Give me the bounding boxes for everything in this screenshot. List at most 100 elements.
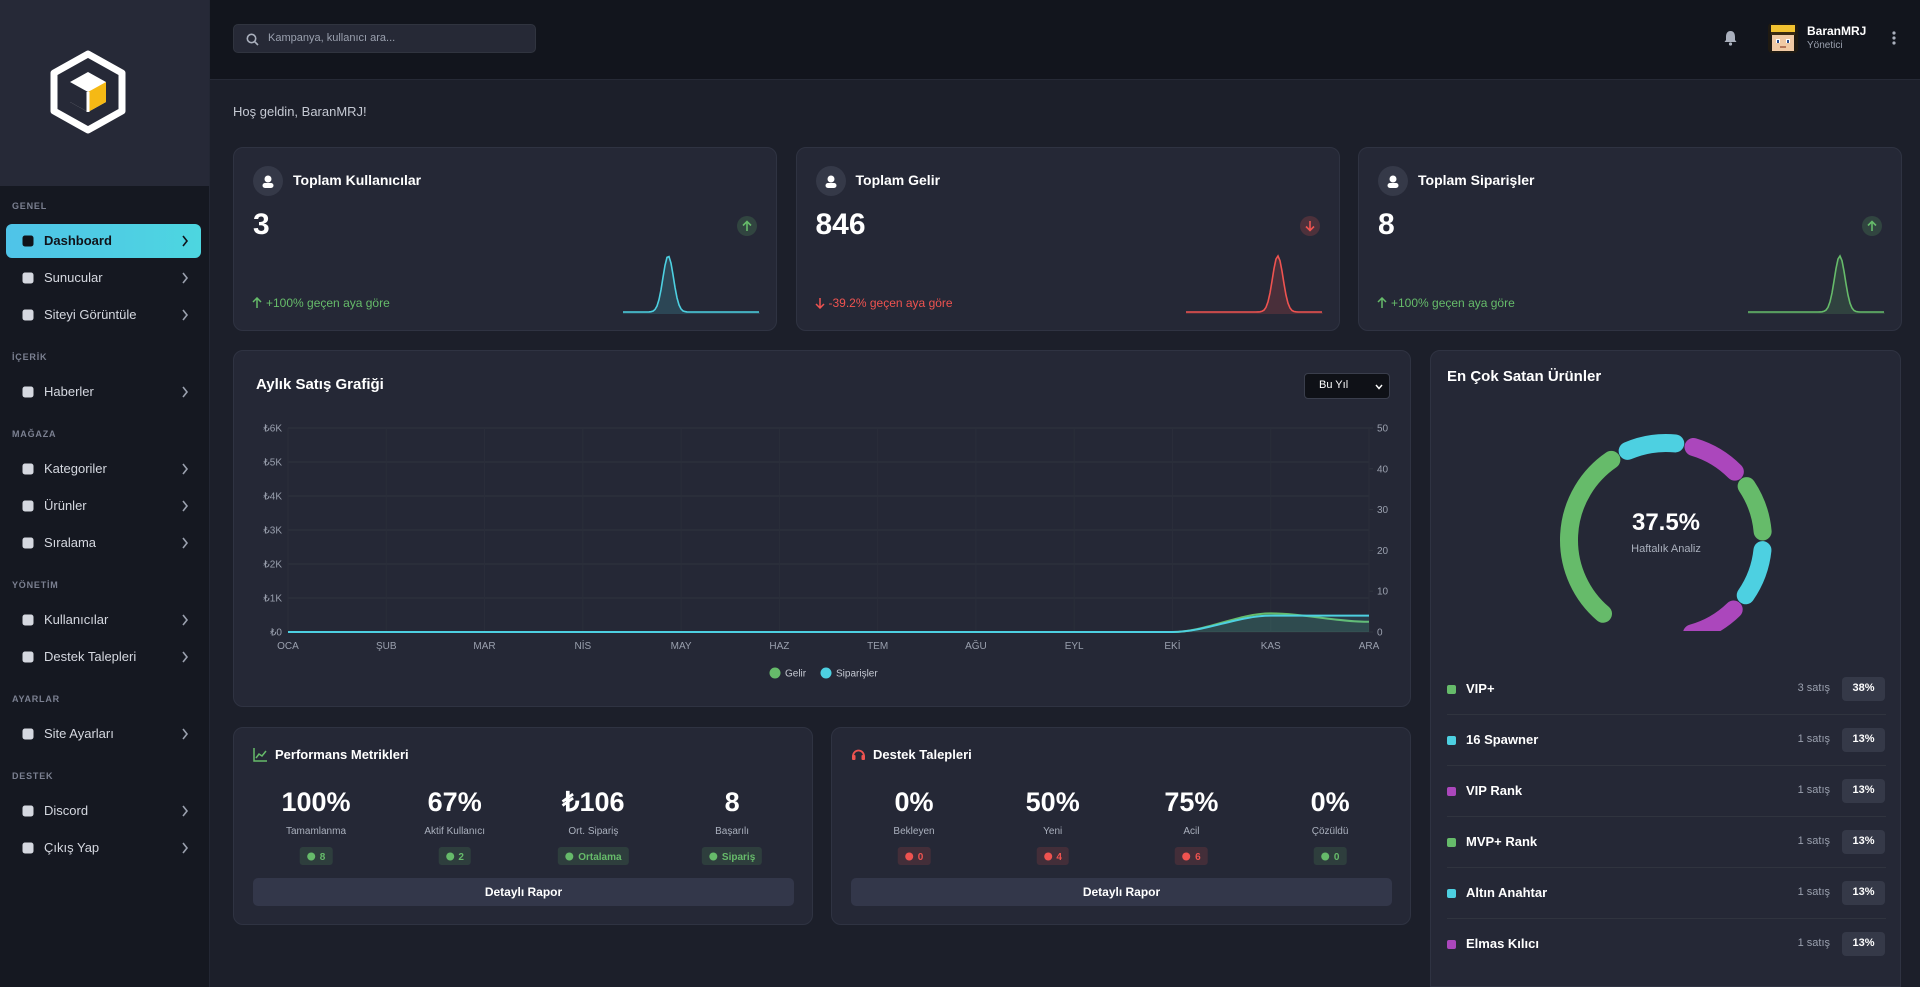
sparkline-area — [623, 256, 760, 314]
badge-icon — [1321, 852, 1330, 860]
badge-icon — [1182, 852, 1191, 860]
nav-label: Siteyi Görüntüle — [44, 306, 137, 322]
nav-item[interactable]: Ürünler — [6, 489, 201, 523]
nav-item[interactable]: Dashboard — [6, 224, 201, 258]
menu-icon[interactable] — [1891, 30, 1897, 46]
metric-value: 0% — [1310, 787, 1350, 818]
metric-badge: 0 — [897, 847, 931, 865]
chevron — [182, 537, 189, 549]
nav-item[interactable]: Haberler — [6, 375, 201, 409]
metric-label: Yeni — [1043, 826, 1063, 837]
card-icon — [852, 749, 865, 760]
chevron — [182, 235, 189, 247]
line-chart: ₺0 ₺1K ₺2K ₺3K ₺4K ₺5K ₺6K 0 10 20 30 40 50 OCA ŞUB MAR… — [263, 424, 1388, 680]
icon-shape — [22, 463, 34, 475]
x-tick-label: EKİ — [1164, 639, 1180, 652]
performance-card: Performans Metrikleri 100% Tamamlanma 8 67% A… — [233, 727, 813, 925]
series-area — [288, 615, 1369, 632]
bell-icon[interactable] — [1723, 30, 1738, 46]
badge-icon — [565, 852, 574, 860]
sparkline-area — [1748, 256, 1885, 314]
search-box[interactable]: Kampanya, kullanıcı ara... — [233, 24, 536, 53]
nav-item[interactable]: Siteyi Görüntüle — [6, 298, 201, 332]
nav-item[interactable]: Sunucular — [6, 261, 201, 295]
nav-item[interactable]: Çıkış Yap — [6, 831, 201, 865]
doughnut-segment — [1737, 477, 1772, 541]
chevron-path — [182, 537, 189, 549]
y-tick-label: ₺1K — [263, 594, 282, 605]
doughnut-segment — [1684, 437, 1744, 481]
row-divider — [1447, 918, 1886, 919]
badge-icon — [1043, 852, 1052, 860]
nav-item[interactable]: Kategoriler — [6, 452, 201, 486]
metric-badge: 6 — [1175, 847, 1208, 865]
icon-shape — [22, 272, 34, 284]
chevron — [182, 386, 189, 398]
glyph — [264, 175, 272, 183]
stat-icon-glyph — [262, 175, 274, 188]
nav-item[interactable]: Kullanıcılar — [6, 603, 201, 637]
nav-item[interactable]: Sıralama — [6, 526, 201, 560]
chevron — [182, 272, 189, 284]
legend-swatch — [1447, 837, 1456, 847]
nav-icon — [22, 500, 34, 512]
nav-item[interactable]: Destek Talepleri — [6, 640, 201, 674]
x-tick-label: AĞU — [965, 639, 987, 652]
products-card: En Çok Satan Ürünler 37.5% Haftalık Analiz… — [1430, 350, 1901, 987]
metric-badge: 8 — [299, 847, 333, 865]
chevron — [182, 614, 189, 626]
caret — [1375, 384, 1383, 390]
avatar[interactable] — [1768, 23, 1798, 53]
metric-value: 67% — [427, 787, 482, 818]
product-sales: 1 satış — [1797, 733, 1830, 746]
percent-label: 13% — [1852, 784, 1875, 797]
product-sales: 1 satış — [1797, 835, 1830, 848]
glyph — [709, 852, 718, 860]
metric-badge: Sipariş — [701, 847, 763, 865]
glyph — [1182, 852, 1191, 860]
stat-title: Toplam Gelir — [855, 172, 941, 189]
chevron-path — [182, 728, 189, 740]
x-tick-label: HAZ — [769, 641, 789, 652]
report-button[interactable]: Detaylı Rapor — [851, 878, 1392, 906]
badge-label: Sipariş — [721, 852, 756, 863]
user-role: Yönetici — [1807, 40, 1843, 51]
badge-label: 4 — [1056, 852, 1062, 863]
sparkline-line — [623, 255, 759, 313]
nav-icon — [22, 651, 34, 663]
legend-swatch — [1447, 786, 1456, 796]
center-value: 37.5% — [1632, 509, 1700, 536]
search-icon — [246, 33, 259, 46]
period-select[interactable]: Bu Yıl — [1304, 373, 1390, 399]
badge-arrow — [1304, 221, 1315, 232]
section-title: GENEL — [12, 200, 48, 211]
icon-shape — [22, 614, 34, 626]
icon-shape — [22, 805, 34, 817]
nav-icon — [22, 309, 34, 321]
search-placeholder: Kampanya, kullanıcı ara... — [268, 32, 396, 44]
stat-value: 3 — [253, 208, 270, 241]
badge-label: 2 — [458, 852, 464, 863]
percent-label: 13% — [1852, 835, 1875, 848]
chevron — [182, 842, 189, 854]
glyph — [1043, 852, 1052, 860]
nav-label: Kategoriler — [44, 460, 107, 476]
nav-label: Çıkış Yap — [44, 839, 100, 855]
percent-label: 13% — [1852, 733, 1875, 746]
x-tick-label: ARA — [1359, 641, 1380, 652]
icon-shape — [22, 537, 34, 549]
report-button[interactable]: Detaylı Rapor — [253, 878, 794, 906]
trend-badge — [1299, 216, 1320, 236]
percent-badge: 13% — [1842, 830, 1885, 854]
badge-label: 6 — [1195, 852, 1201, 863]
product-sales: 1 satış — [1797, 937, 1830, 950]
welcome: Hoş geldin, BaranMRJ! — [233, 104, 367, 119]
nav-item[interactable]: Site Ayarları — [6, 717, 201, 751]
nav-item[interactable]: Discord — [6, 794, 201, 828]
legend-swatch — [1447, 735, 1456, 745]
stat-icon-glyph — [1387, 175, 1399, 188]
nav-label: Kullanıcılar — [44, 611, 109, 627]
metric-value: 75% — [1164, 787, 1219, 818]
metric-label: Ort. Sipariş — [568, 826, 619, 837]
chevron-path — [182, 463, 189, 475]
